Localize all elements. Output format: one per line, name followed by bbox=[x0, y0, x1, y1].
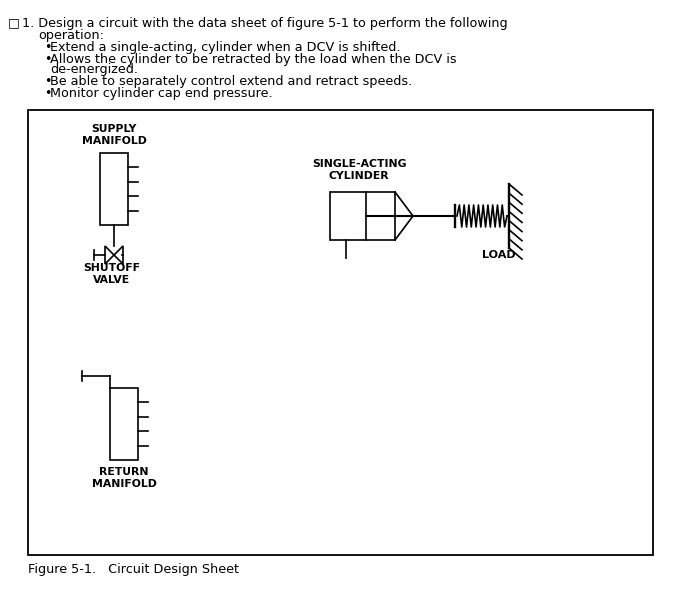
Text: operation:: operation: bbox=[38, 28, 104, 41]
Text: Allows the cylinder to be retracted by the load when the DCV is: Allows the cylinder to be retracted by t… bbox=[50, 52, 457, 66]
Text: LOAD: LOAD bbox=[482, 250, 516, 260]
Text: SUPPLY
MANIFOLD: SUPPLY MANIFOLD bbox=[82, 124, 146, 146]
Text: •: • bbox=[44, 41, 52, 54]
Bar bbox=[110, 388, 138, 460]
Text: SINGLE-ACTING
CYLINDER: SINGLE-ACTING CYLINDER bbox=[312, 159, 407, 181]
Bar bbox=[330, 192, 395, 240]
Bar bbox=[100, 153, 128, 225]
Text: •: • bbox=[44, 76, 52, 89]
Text: SHUTOFF
VALVE: SHUTOFF VALVE bbox=[84, 263, 141, 285]
Text: Figure 5-1.   Circuit Design Sheet: Figure 5-1. Circuit Design Sheet bbox=[28, 563, 239, 576]
Text: •: • bbox=[44, 87, 52, 100]
Text: RETURN
MANIFOLD: RETURN MANIFOLD bbox=[92, 467, 156, 489]
Text: 1. Design a circuit with the data sheet of figure 5-1 to perform the following: 1. Design a circuit with the data sheet … bbox=[22, 17, 508, 30]
Text: Monitor cylinder cap end pressure.: Monitor cylinder cap end pressure. bbox=[50, 87, 273, 100]
Text: de-energized.: de-energized. bbox=[50, 63, 138, 76]
Text: Extend a single-acting, cylinder when a DCV is shifted.: Extend a single-acting, cylinder when a … bbox=[50, 41, 401, 54]
Bar bbox=[28, 110, 653, 555]
Text: Be able to separately control extend and retract speeds.: Be able to separately control extend and… bbox=[50, 76, 412, 89]
Text: □: □ bbox=[8, 17, 20, 30]
Text: •: • bbox=[44, 52, 52, 66]
